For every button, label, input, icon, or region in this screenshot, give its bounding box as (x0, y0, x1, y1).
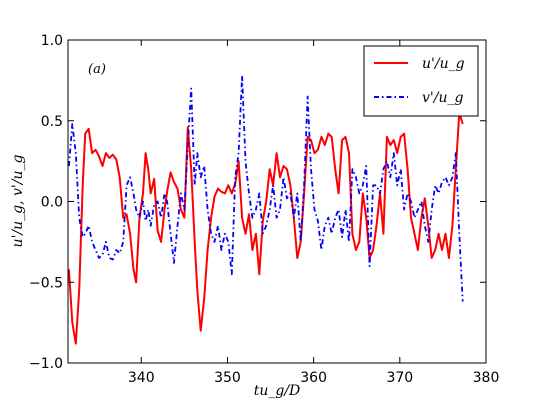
series-line-0 (68, 111, 464, 345)
y-tick-label: 0.5 (41, 114, 63, 130)
panel-label: (a) (88, 62, 106, 77)
x-tick-label: 340 (128, 370, 155, 386)
y-tick-label: −0.5 (29, 275, 63, 291)
legend-box (363, 45, 479, 117)
series-layer (68, 74, 464, 345)
legend: u'/u_g v'/u_g (363, 45, 479, 117)
x-tick-label: 380 (473, 370, 500, 386)
legend-label-v: v'/u_g (422, 90, 463, 106)
y-tick-label: −1.0 (29, 356, 63, 372)
x-tick-label: 370 (386, 370, 413, 386)
y-tick-label: 1.0 (41, 33, 63, 49)
x-tick-label: 350 (214, 370, 241, 386)
x-axis-label: tu_g/D (254, 383, 301, 399)
ticks-layer: 340 350 360 370 380 −1.0 −0.5 0.0 0.5 1.0 (29, 33, 499, 386)
x-tick-label: 360 (300, 370, 327, 386)
y-tick-label: 0.0 (41, 195, 63, 211)
legend-label-u: u'/u_g (422, 56, 465, 72)
y-axis-label: u'/u_g, v'/u_g (10, 155, 26, 248)
